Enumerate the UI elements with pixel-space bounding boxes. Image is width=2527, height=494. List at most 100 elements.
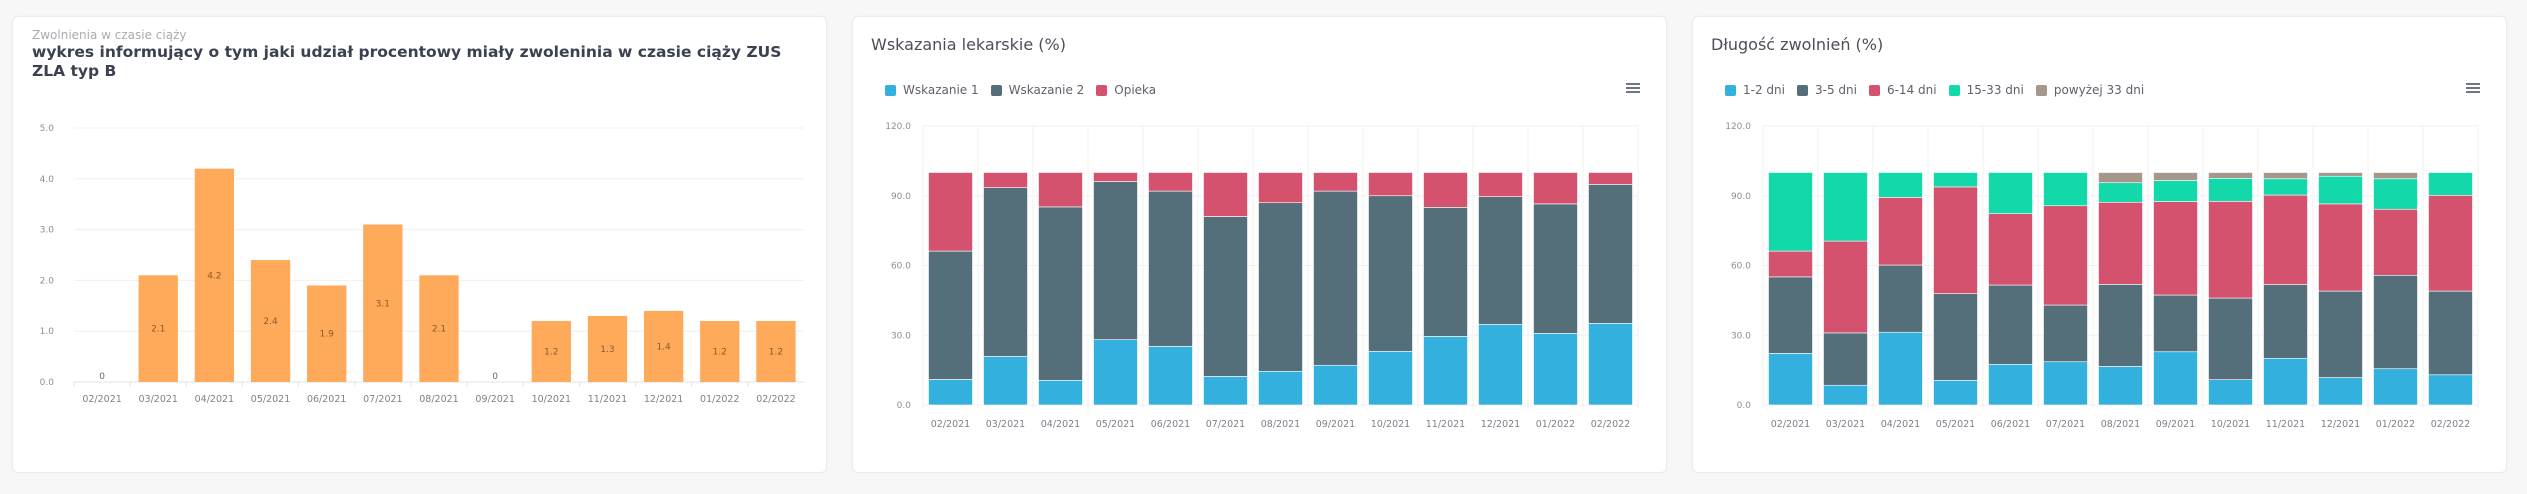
- bar-segment: [1988, 364, 2033, 406]
- hamburger-menu-icon[interactable]: [1626, 83, 1640, 95]
- bar-segment: [2428, 290, 2473, 376]
- x-tick-label: 06/2021: [1991, 419, 2030, 430]
- bar-segment: [2428, 374, 2473, 406]
- x-tick-label: 02/2021: [1771, 419, 1810, 430]
- legend-item[interactable]: Wskazanie 1: [885, 83, 979, 97]
- bar-segment: [1313, 364, 1358, 406]
- y-tick-label: 0.0: [897, 401, 912, 411]
- y-tick-label: 3.0: [40, 226, 55, 236]
- data-label: 2.1: [151, 325, 165, 335]
- bar-segment: [1203, 376, 1248, 406]
- bar-segment: [1423, 336, 1468, 406]
- bar-segment: [2098, 284, 2143, 367]
- x-tick-label: 10/2021: [532, 394, 571, 405]
- bar-segment: [1258, 202, 1303, 372]
- bar-segment: [1878, 331, 1923, 406]
- bar-segment: [1038, 380, 1083, 406]
- y-tick-label: 90.0: [891, 192, 911, 202]
- x-tick-label: 10/2021: [2211, 419, 2250, 430]
- bar-segment: [2098, 366, 2143, 406]
- bar-segment: [1368, 350, 1413, 406]
- bar-segment: [2043, 304, 2088, 363]
- data-label: 2.4: [263, 317, 278, 327]
- y-tick-label: 90.0: [1731, 192, 1751, 202]
- bar-segment: [1093, 172, 1138, 182]
- bar-segment: [1988, 172, 2033, 214]
- bar-segment: [1203, 172, 1248, 217]
- legend-item[interactable]: Opieka: [1096, 83, 1156, 97]
- x-tick-label: 01/2022: [2376, 419, 2415, 430]
- bar-segment: [2043, 172, 2088, 207]
- bar-segment: [2263, 357, 2308, 406]
- card-title: Wskazania lekarskie (%): [871, 35, 1066, 54]
- legend-swatch-icon: [2035, 84, 2047, 96]
- hamburger-menu-icon[interactable]: [2466, 83, 2480, 95]
- bar-segment: [1258, 370, 1303, 406]
- data-label: 1.9: [320, 330, 335, 340]
- legend-swatch-icon: [885, 84, 896, 96]
- bar-segment: [2428, 194, 2473, 292]
- x-tick-label: 07/2021: [2046, 419, 2085, 430]
- chart-legend: 1-2 dni 3-5 dni 6-14 dni 15-33 dni powyżej 3…: [1725, 83, 2156, 97]
- bar-segment: [1768, 172, 1813, 252]
- bar-segment: [2373, 178, 2418, 210]
- bar-segment: [2208, 201, 2253, 299]
- x-tick-label: 02/2021: [82, 394, 121, 405]
- data-label: 4.2: [207, 271, 221, 281]
- chart-card-pregnancy-leave: Zwolnienia w czasie ciąży wykres informu…: [12, 16, 827, 473]
- x-tick-label: 01/2022: [700, 394, 739, 405]
- x-tick-label: 08/2021: [1261, 419, 1300, 430]
- legend-item[interactable]: Wskazanie 2: [990, 83, 1085, 97]
- x-tick-label: 03/2021: [986, 419, 1025, 430]
- x-tick-label: 05/2021: [1936, 419, 1975, 430]
- legend-swatch-icon: [1948, 84, 1960, 96]
- legend-item[interactable]: 3-5 dni: [1796, 83, 1857, 97]
- legend-label: 1-2 dni: [1743, 83, 1785, 97]
- bar-segment: [1478, 324, 1523, 406]
- data-label: 1.2: [769, 348, 783, 358]
- x-tick-label: 12/2021: [644, 394, 683, 405]
- legend-item[interactable]: 6-14 dni: [1868, 83, 1937, 97]
- bar-segment: [1148, 346, 1193, 406]
- bar-segment: [1933, 172, 1978, 188]
- bar-segment: [1258, 172, 1303, 204]
- x-tick-label: 12/2021: [1481, 419, 1520, 430]
- y-tick-label: 120.0: [1725, 122, 1751, 132]
- x-tick-label: 02/2022: [1591, 419, 1630, 430]
- legend-label: Wskazanie 2: [1008, 83, 1085, 97]
- bar-segment: [1368, 172, 1413, 197]
- y-tick-label: 2.0: [40, 276, 55, 286]
- bar-segment: [2043, 361, 2088, 406]
- bar-segment: [1093, 181, 1138, 340]
- bar-segment: [1823, 172, 1868, 242]
- legend-label: 3-5 dni: [1814, 83, 1857, 97]
- bar-segment: [983, 356, 1028, 406]
- y-tick-label: 60.0: [891, 262, 911, 272]
- x-tick-label: 06/2021: [307, 394, 346, 405]
- bar: [700, 321, 740, 382]
- bar-segment: [1478, 196, 1523, 325]
- x-tick-label: 02/2022: [2431, 419, 2470, 430]
- legend-label: powyżej 33 dni: [2053, 83, 2145, 97]
- bar-segment: [1038, 172, 1083, 208]
- bar-segment: [2428, 172, 2473, 196]
- bar-segment: [1878, 264, 1923, 333]
- x-tick-label: 10/2021: [1371, 419, 1410, 430]
- legend-item[interactable]: 15-33 dni: [1948, 83, 2024, 97]
- bar-segment: [2373, 274, 2418, 370]
- bar-segment: [1148, 172, 1193, 192]
- bar-segment: [1093, 339, 1138, 406]
- legend-item[interactable]: 1-2 dni: [1725, 83, 1785, 97]
- bar-segment: [1203, 216, 1248, 377]
- bar-segment: [1933, 380, 1978, 406]
- bar-segment: [1933, 186, 1978, 294]
- bar-chart: 0.0 1.0 2.0 3.0 4.0 5.0 0 02/2021 2.1 03/2021 4.2 0…: [40, 124, 804, 405]
- bar-segment: [1533, 172, 1578, 205]
- bar-segment: [1478, 172, 1523, 197]
- legend-swatch-icon: [1096, 84, 1108, 96]
- bar-segment: [1768, 276, 1813, 354]
- x-tick-label: 08/2021: [2101, 419, 2140, 430]
- legend-item[interactable]: powyżej 33 dni: [2035, 83, 2145, 97]
- stacked-bar-chart: 0.0 30.0 60.0 90.0 120.0 02/2021 03/2021 04/202…: [1725, 122, 2479, 430]
- legend-swatch-icon: [1868, 84, 1880, 96]
